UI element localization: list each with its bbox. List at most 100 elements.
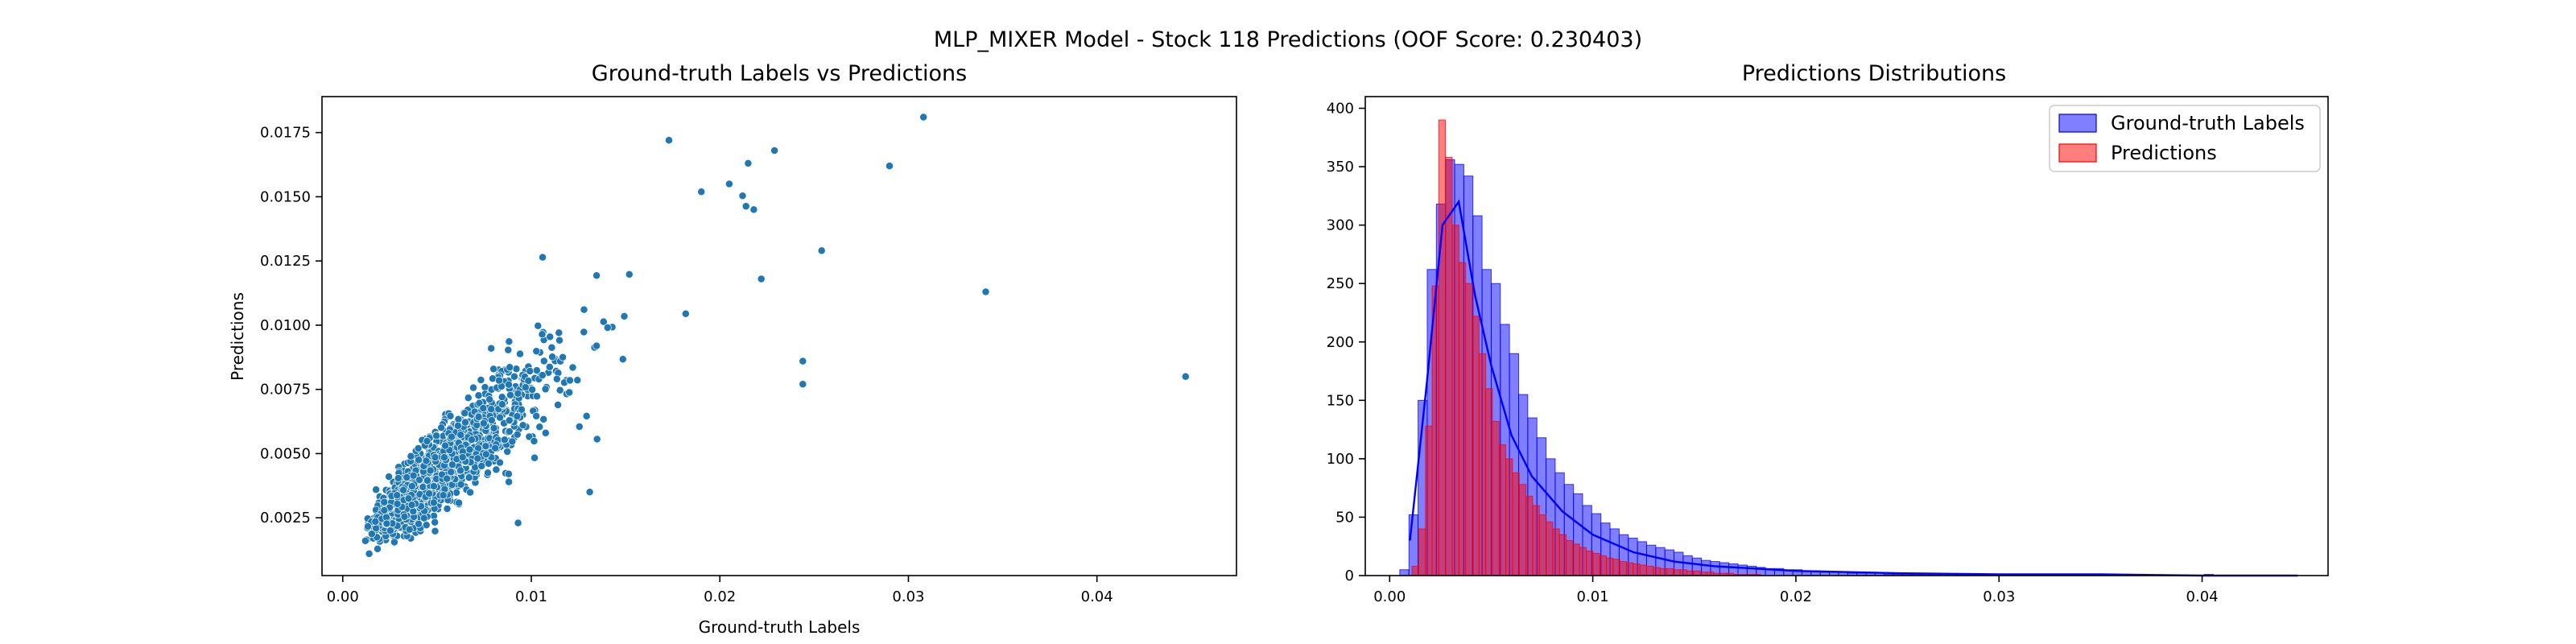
scatter-point <box>697 188 706 196</box>
scatter-point <box>552 374 561 383</box>
scatter-point <box>415 519 423 528</box>
scatter-point <box>539 415 548 423</box>
scatter-x-tick-label: 0.02 <box>704 588 736 605</box>
histogram-bar-predictions <box>1645 565 1654 576</box>
scatter-point <box>365 549 374 558</box>
scatter-point <box>592 435 601 444</box>
histogram-x-tick-label: 0.01 <box>1577 588 1609 605</box>
scatter-point <box>415 456 423 464</box>
histogram-bar-predictions <box>1492 420 1500 576</box>
scatter-point <box>440 453 448 462</box>
scatter-point <box>749 205 758 214</box>
histogram-bar-predictions <box>1505 458 1513 576</box>
scatter-y-tick-label: 0.0150 <box>260 188 311 205</box>
histogram-bar-predictions <box>1425 425 1433 576</box>
scatter-point <box>555 328 564 337</box>
histogram-bar-predictions <box>1538 514 1547 576</box>
scatter-point <box>465 445 474 454</box>
histogram-bar-ground-truth <box>1737 564 1748 576</box>
scatter-point <box>466 488 475 497</box>
scatter-point <box>547 343 556 352</box>
scatter-point <box>546 332 555 341</box>
scatter-point <box>487 405 496 414</box>
scatter-point <box>580 305 588 314</box>
scatter-point <box>477 461 486 470</box>
histogram-bar-predictions <box>1438 119 1447 576</box>
scatter-point <box>431 453 440 462</box>
scatter-point <box>665 136 673 145</box>
scatter-point <box>504 345 513 354</box>
scatter-point <box>539 253 547 262</box>
scatter-point <box>799 357 807 365</box>
scatter-point <box>528 386 537 394</box>
scatter-point <box>426 466 435 475</box>
scatter-point <box>464 473 473 482</box>
histogram-bar-predictions <box>1693 570 1701 576</box>
histogram-x-tick-label: 0.02 <box>1780 588 1812 605</box>
scatter-point <box>575 423 584 431</box>
scatter-point <box>487 416 496 424</box>
scatter-point <box>521 383 530 392</box>
scatter-point <box>580 328 588 336</box>
scatter-point <box>625 270 634 279</box>
scatter-x-tick-label: 0.04 <box>1081 588 1113 605</box>
scatter-point <box>489 423 498 432</box>
scatter-point <box>455 498 463 507</box>
scatter-point <box>530 453 539 462</box>
scatter-point <box>510 372 518 381</box>
histogram-bar-predictions <box>1525 495 1534 576</box>
histogram-y-tick-label: 100 <box>1327 451 1354 468</box>
scatter-y-tick-label: 0.0100 <box>260 317 311 334</box>
scatter-point <box>505 427 514 436</box>
histogram-bar-predictions <box>1566 539 1574 576</box>
scatter-point <box>380 497 389 506</box>
scatter-point <box>541 385 550 394</box>
scatter-point <box>516 349 524 358</box>
histogram-bar-predictions <box>1639 564 1647 576</box>
scatter-point <box>460 409 469 418</box>
histogram-bar-predictions <box>1592 552 1600 576</box>
scatter-point <box>456 480 465 489</box>
histogram-x-ticks: 0.00 0.01 0.02 0.03 0.04 <box>1373 576 2219 605</box>
kde-line <box>1409 199 2298 577</box>
scatter-point <box>461 418 469 427</box>
scatter-point <box>456 466 465 475</box>
histogram-y-tick-label: 0 <box>1345 568 1354 584</box>
scatter-point <box>453 421 462 430</box>
scatter-point <box>535 423 544 431</box>
scatter-point <box>505 477 514 486</box>
figure-suptitle: MLP_MIXER Model - Stock 118 Predictions … <box>934 27 1642 52</box>
scatter-point <box>770 147 779 155</box>
scatter-point <box>454 415 463 423</box>
scatter-point <box>484 459 493 468</box>
scatter-point <box>506 390 514 399</box>
scatter-point <box>485 395 494 404</box>
scatter-point <box>503 448 512 456</box>
scatter-point <box>620 312 629 320</box>
scatter-point <box>477 376 485 384</box>
scatter-point <box>479 419 488 427</box>
scatter-point <box>757 275 766 283</box>
scatter-point <box>419 514 428 522</box>
scatter-point <box>585 488 594 497</box>
scatter-x-tick-label: 0.01 <box>515 588 547 605</box>
scatter-y-label: Predictions <box>228 292 247 381</box>
histogram-bar-predictions <box>1532 505 1540 576</box>
histogram-bar-predictions <box>1619 561 1627 576</box>
histogram-bar-predictions <box>1411 565 1419 576</box>
scatter-point <box>568 363 577 372</box>
scatter-point <box>393 499 402 508</box>
scatter-point <box>538 330 547 339</box>
scatter-point <box>738 192 747 200</box>
histogram-bar-predictions <box>1572 543 1580 576</box>
legend-swatch-ground-truth <box>2058 114 2097 133</box>
scatter-point <box>441 441 450 450</box>
scatter-point <box>491 444 500 452</box>
histogram-bar-predictions <box>1472 316 1480 576</box>
scatter-point <box>443 474 452 483</box>
scatter-point <box>505 380 513 389</box>
scatter-point <box>919 113 928 122</box>
scatter-point <box>817 246 826 255</box>
scatter-point <box>599 317 608 326</box>
scatter-point <box>532 347 541 356</box>
